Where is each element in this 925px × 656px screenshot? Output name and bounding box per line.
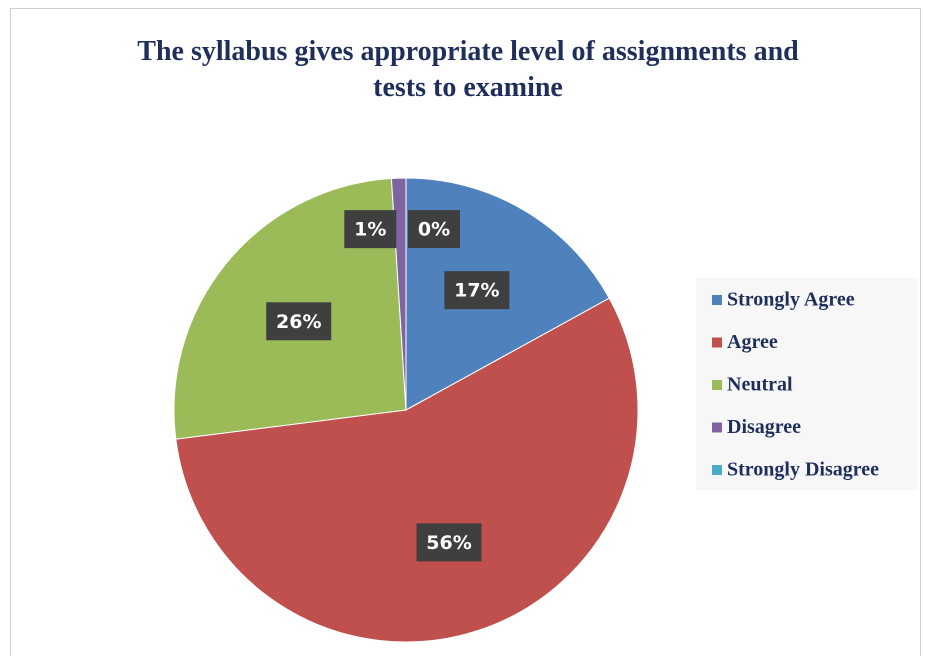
- chart-frame: [10, 8, 921, 656]
- legend-label: Agree: [727, 331, 778, 353]
- data-label-box: [408, 210, 460, 249]
- data-label-box: [444, 271, 510, 310]
- legend-swatch: [712, 465, 722, 475]
- chart-title: The syllabus gives appropriate level of …: [137, 36, 799, 103]
- legend-swatch: [712, 422, 722, 433]
- data-label: 26%: [276, 311, 321, 333]
- data-label: 0%: [418, 219, 450, 241]
- legend-label: Strongly Agree: [727, 289, 855, 311]
- legend-swatch: [712, 295, 722, 305]
- legend-label: Disagree: [727, 416, 801, 438]
- data-label-box: [416, 523, 482, 562]
- data-label: 56%: [426, 532, 471, 554]
- legend-swatch: [712, 380, 722, 390]
- data-label: 1%: [354, 219, 386, 241]
- legend-swatch: [712, 337, 722, 348]
- data-label: 17%: [454, 280, 499, 302]
- legend-box: [696, 278, 918, 490]
- data-label-box: [266, 302, 332, 341]
- pie-slice: [175, 297, 639, 643]
- legend-label: Strongly Disagree: [727, 459, 879, 481]
- legend-label: Neutral: [727, 374, 793, 396]
- data-label-box: [344, 210, 397, 249]
